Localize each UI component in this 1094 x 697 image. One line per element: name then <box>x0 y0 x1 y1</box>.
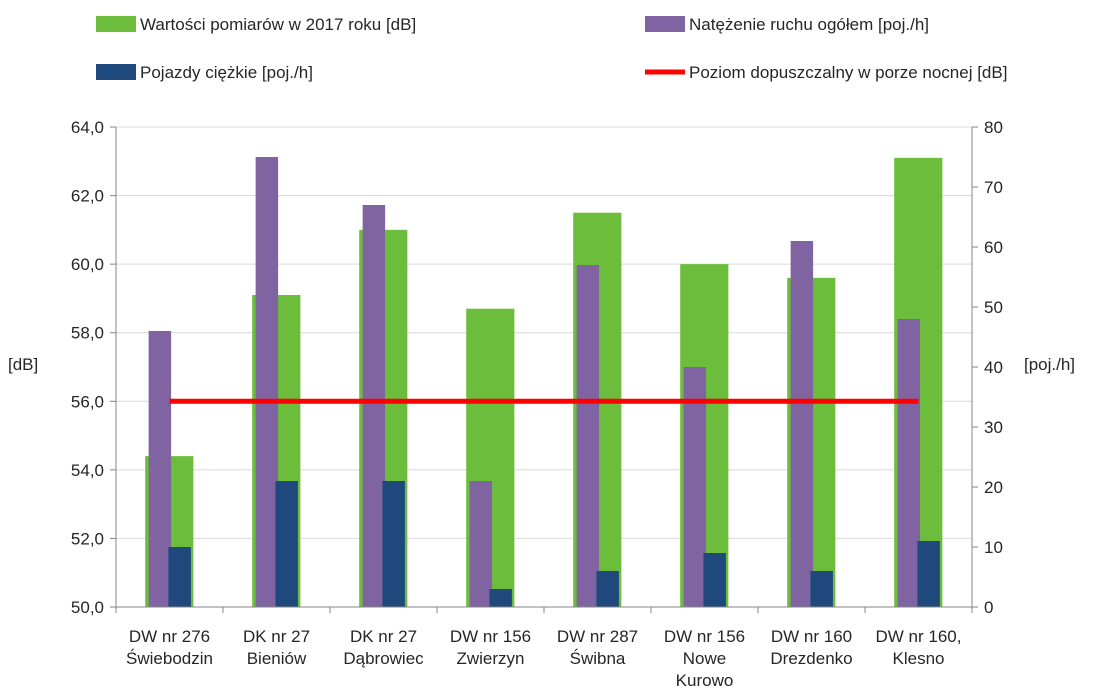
y-tick-label-left: 52,0 <box>71 529 104 548</box>
y-tick-label-left: 58,0 <box>71 324 104 343</box>
x-tick-label-line: DW nr 156 <box>450 627 531 646</box>
x-tick-label-line: Kurowo <box>676 671 734 690</box>
x-tick-label-line: Świebodzin <box>126 649 213 668</box>
x-tick-label: DK nr 27 Bieniów <box>243 627 310 668</box>
bar-heavy-vehicles <box>168 547 191 607</box>
bar-heavy-vehicles <box>596 571 619 607</box>
bars <box>145 157 943 607</box>
x-tick-label-line: DW nr 287 <box>557 627 638 646</box>
bar-total-traffic <box>576 265 600 607</box>
bar-heavy-vehicles <box>382 481 405 607</box>
x-tick-label-line: Zwierzyn <box>456 649 524 668</box>
bar-total-traffic <box>255 157 279 607</box>
y-tick-label-right: 80 <box>984 118 1003 137</box>
x-tick-label-line: Dąbrowiec <box>343 649 424 668</box>
gridlines <box>116 126 972 608</box>
x-tick-label-line: Bieniów <box>247 649 307 668</box>
y-tick-label-right: 50 <box>984 298 1003 317</box>
legend-item-measurement-swatch <box>96 16 136 32</box>
x-tick-label-line: DW nr 276 <box>129 627 210 646</box>
bar-heavy-vehicles <box>917 541 940 607</box>
x-tick-label-line: DK nr 27 <box>350 627 417 646</box>
y-tick-label-right: 60 <box>984 238 1003 257</box>
y-tick-label-right: 40 <box>984 358 1003 377</box>
x-tick-label-line: Klesno <box>893 649 945 668</box>
legend-item-total-traffic-swatch <box>645 16 685 32</box>
x-tick-label: DW nr 160 Drezdenko <box>770 627 852 668</box>
bar-heavy-vehicles <box>489 589 512 607</box>
x-tick-label: DK nr 27 Dąbrowiec <box>343 627 424 668</box>
legend-item-heavy-vehicles-label: Pojazdy ciężkie [poj./h] <box>140 63 313 82</box>
x-tick-label-line: Świbna <box>570 649 626 668</box>
bar-total-traffic <box>790 241 814 607</box>
y-tick-label-left: 64,0 <box>71 118 104 137</box>
x-tick-label: DW nr 156 Nowe Kurowo <box>664 627 745 690</box>
axes: 50,0 52,0 54,0 56,0 58,0 60,0 62,0 64,0 0 10 20 30 4… <box>71 118 1003 690</box>
bar-total-traffic <box>683 367 707 607</box>
x-tick-label-line: DK nr 27 <box>243 627 310 646</box>
legend: Wartości pomiarów w 2017 roku [dB] Natęże… <box>96 15 1007 82</box>
bar-total-traffic <box>897 319 921 607</box>
x-tick-label-line: Nowe <box>683 649 726 668</box>
y-tick-label-left: 62,0 <box>71 187 104 206</box>
legend-item-heavy-vehicles-swatch <box>96 64 136 80</box>
x-tick-label: DW nr 156 Zwierzyn <box>450 627 531 668</box>
x-tick-label-line: DW nr 160, <box>876 627 962 646</box>
y-tick-label-right: 20 <box>984 478 1003 497</box>
x-tick-label-line: Drezdenko <box>770 649 852 668</box>
y-tick-label-right: 0 <box>984 598 993 617</box>
y-tick-label-right: 70 <box>984 178 1003 197</box>
bar-total-traffic <box>148 331 172 607</box>
y-tick-label-left: 54,0 <box>71 461 104 480</box>
y-axis-label-left: [dB] <box>8 355 38 374</box>
legend-item-measurement-label: Wartości pomiarów w 2017 roku [dB] <box>140 15 416 34</box>
bar-heavy-vehicles <box>703 553 726 607</box>
y-tick-label-right: 10 <box>984 538 1003 557</box>
x-tick-label-line: DW nr 160 <box>771 627 852 646</box>
x-tick-label-line: DW nr 156 <box>664 627 745 646</box>
y-tick-label-left: 60,0 <box>71 255 104 274</box>
x-tick-label: DW nr 276 Świebodzin <box>126 627 213 668</box>
x-tick-label: DW nr 160, Klesno <box>876 627 962 668</box>
bar-heavy-vehicles <box>810 571 833 607</box>
bar-total-traffic <box>469 481 493 607</box>
y-axis-label-right: [poj./h] <box>1024 355 1075 374</box>
legend-item-total-traffic-label: Natężenie ruchu ogółem [poj./h] <box>689 15 929 34</box>
y-tick-label-left: 56,0 <box>71 392 104 411</box>
legend-item-limit-label: Poziom dopuszczalny w porze nocnej [dB] <box>689 63 1007 82</box>
y-tick-label-left: 50,0 <box>71 598 104 617</box>
y-tick-label-right: 30 <box>984 418 1003 437</box>
x-tick-label: DW nr 287 Świbna <box>557 627 638 668</box>
bar-heavy-vehicles <box>275 481 298 607</box>
bar-total-traffic <box>362 205 386 607</box>
